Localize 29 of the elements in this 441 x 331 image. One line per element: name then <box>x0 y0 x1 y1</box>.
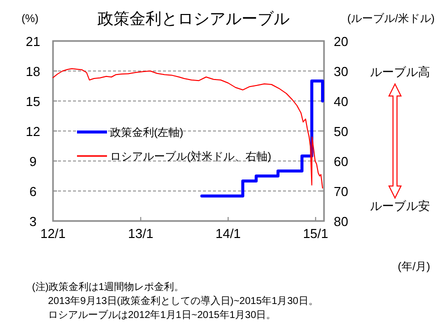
y-tick-label: 15 <box>26 94 40 109</box>
y2-tick-label: 20 <box>334 34 348 49</box>
text: (注)政策金利は1週間物レポ金利。 <box>32 281 184 293</box>
text: ルーブル高 <box>370 65 430 79</box>
y2-axis-title: (ルーブル/米ドル) <box>347 12 435 25</box>
text: 2013年9月13日(政策金利としての導入日)~2015年1月30日。 <box>48 295 318 307</box>
x-tick-label: 15/1 <box>302 226 328 241</box>
y2-tick-label: 70 <box>334 184 348 199</box>
y2-tick-label: 60 <box>334 154 348 169</box>
y-tick-label: 21 <box>26 34 40 49</box>
y-axis-title: (%) <box>21 13 39 25</box>
y2-tick-label: 40 <box>334 94 348 109</box>
text: ロシアルーブルは2012年1月1日~2015年1月30日。 <box>48 309 276 321</box>
x-axis-title: (年/月) <box>398 261 430 273</box>
legend-label: 政策金利(左軸) <box>110 126 184 139</box>
y-tick-label: 18 <box>26 64 40 79</box>
y-tick-label: 6 <box>29 184 37 199</box>
x-tick-label: 13/1 <box>128 226 154 241</box>
y2-tick-label: 30 <box>334 64 348 79</box>
x-tick-label: 14/1 <box>216 226 241 241</box>
chart-title: 政策金利とロシアルーブル <box>98 10 290 28</box>
text: ルーブル安 <box>370 199 430 213</box>
y-tick-label: 9 <box>29 154 37 169</box>
y2-tick-label: 80 <box>334 214 348 229</box>
y-tick-label: 3 <box>29 214 37 229</box>
legend-label: ロシアルーブル(対米ドル、右軸) <box>110 150 272 163</box>
y-tick-label: 12 <box>26 124 40 139</box>
x-tick-label: 12/1 <box>40 226 66 241</box>
y2-tick-label: 50 <box>334 124 348 139</box>
